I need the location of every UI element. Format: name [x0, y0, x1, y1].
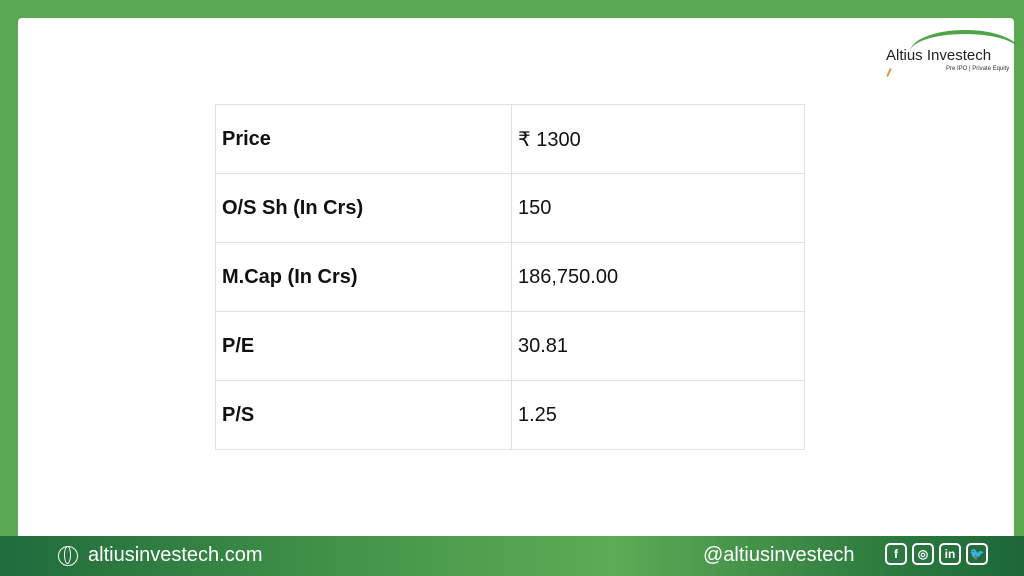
table-row: P/S 1.25: [215, 380, 805, 450]
facebook-icon[interactable]: f: [885, 543, 907, 565]
brand-name: Altius Investech: [886, 47, 992, 64]
globe-icon: [58, 545, 78, 566]
brand-tagline: Pre IPO | Private Equity: [946, 66, 1010, 72]
table-row: O/S Sh (In Crs) 150: [215, 173, 805, 243]
row-label: Price: [215, 104, 512, 174]
twitter-icon[interactable]: 🐦: [966, 543, 988, 565]
row-value: ₹ 1300: [511, 104, 805, 174]
social-icons: f ◎ in 🐦: [885, 543, 988, 565]
row-value: 186,750.00: [511, 242, 805, 312]
table-row: M.Cap (In Crs) 186,750.00: [215, 242, 805, 312]
website-text: altiusinvestech.com: [88, 544, 263, 566]
row-label: P/E: [215, 311, 512, 381]
linkedin-icon[interactable]: in: [939, 543, 961, 565]
footer: altiusinvestech.com @altiusinvestech f ◎…: [0, 536, 1024, 576]
row-value: 150: [511, 173, 805, 243]
website-link[interactable]: altiusinvestech.com: [58, 544, 263, 567]
row-value: 30.81: [511, 311, 805, 381]
row-label: P/S: [215, 380, 512, 450]
instagram-icon[interactable]: ◎: [912, 543, 934, 565]
valuation-table: Price ₹ 1300 O/S Sh (In Crs) 150 M.Cap (In…: [215, 104, 805, 450]
row-label: O/S Sh (In Crs): [215, 173, 512, 243]
table-row: P/E 30.81: [215, 311, 805, 381]
row-value: 1.25: [511, 380, 805, 450]
brand-logo: Altius Investech Pre IPO | Private Equit…: [880, 30, 1020, 78]
table-row: Price ₹ 1300: [215, 104, 805, 174]
social-handle: @altiusinvestech: [703, 544, 855, 566]
logo-arc: [910, 30, 1020, 74]
row-label: M.Cap (In Crs): [215, 242, 512, 312]
